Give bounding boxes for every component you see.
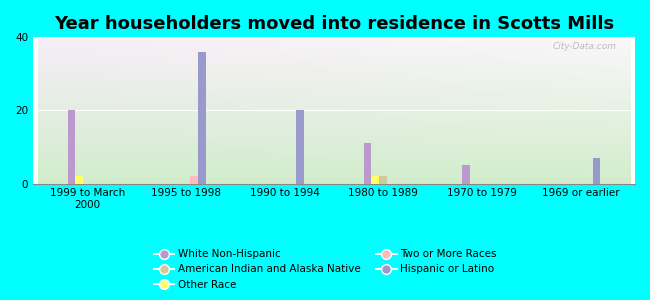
Bar (593, 158, 601, 184)
Bar (68, 110, 75, 184)
Bar (296, 110, 304, 184)
Title: Year householders moved into residence in Scotts Mills: Year householders moved into residence i… (54, 15, 614, 33)
Bar (75, 176, 83, 184)
Bar (380, 176, 387, 184)
Text: City-Data.com: City-Data.com (553, 42, 617, 51)
Bar (198, 52, 205, 184)
Bar (190, 176, 198, 184)
Bar (462, 165, 470, 184)
Bar (372, 176, 380, 184)
Legend: White Non-Hispanic, American Indian and Alaska Native, Other Race, Two or More R: White Non-Hispanic, American Indian and … (148, 244, 502, 295)
Bar (363, 143, 372, 184)
